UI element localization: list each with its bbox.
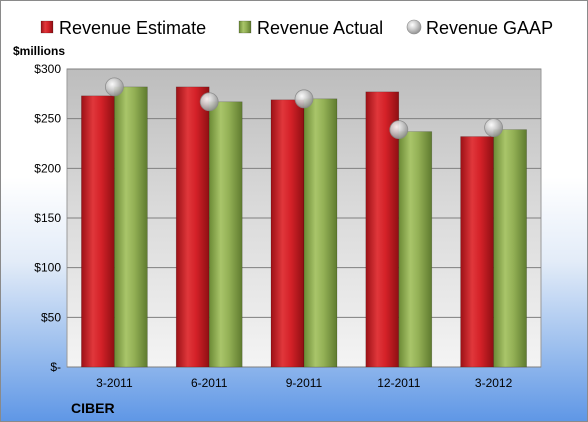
y-axis-ticks: $- $50 $100 $150 $200 $250 $300 xyxy=(34,62,61,374)
y-axis-unit-label: $millions xyxy=(13,44,65,58)
legend-swatch xyxy=(40,20,54,34)
bar-revenue-actual xyxy=(208,101,243,368)
bar-revenue-estimate xyxy=(460,136,494,368)
bar-revenue-estimate xyxy=(365,91,400,368)
y-tick-label: $- xyxy=(50,360,61,374)
bar-revenue-estimate xyxy=(81,95,115,368)
marker-revenue-gaap xyxy=(484,118,504,138)
marker-revenue-gaap xyxy=(105,77,124,97)
y-tick-label: $300 xyxy=(34,62,61,76)
bar-revenue-actual xyxy=(493,129,527,368)
y-tick-label: $200 xyxy=(34,161,61,175)
x-tick-label: 12-2011 xyxy=(377,376,420,390)
x-axis-ticks: 3-2011 6-2011 9-2011 12-2011 3-2012 xyxy=(96,376,512,390)
x-tick-label: 9-2011 xyxy=(286,376,323,390)
legend: Revenue Estimate Revenue Actual Revenue GA… xyxy=(40,18,553,38)
legend-label: Revenue Actual xyxy=(257,18,383,38)
bar-revenue-actual xyxy=(303,98,338,368)
y-tick-label: $150 xyxy=(34,211,61,225)
company-name: CIBER xyxy=(71,400,115,416)
legend-label: Revenue GAAP xyxy=(426,18,553,38)
bar-revenue-estimate xyxy=(270,99,305,368)
bar-revenue-actual xyxy=(114,86,148,368)
marker-revenue-gaap xyxy=(199,92,219,112)
x-tick-label: 6-2011 xyxy=(191,376,228,390)
gaap-markers xyxy=(105,77,504,139)
y-tick-label: $50 xyxy=(41,310,61,324)
y-tick-label: $250 xyxy=(34,112,61,126)
bar-revenue-actual xyxy=(398,131,433,368)
x-tick-label: 3-2011 xyxy=(96,376,133,390)
marker-revenue-gaap xyxy=(294,89,314,109)
y-tick-label: $100 xyxy=(34,261,61,275)
marker-revenue-gaap xyxy=(389,120,409,139)
legend-swatch xyxy=(238,20,252,34)
legend-swatch xyxy=(406,19,422,35)
legend-label: Revenue Estimate xyxy=(59,18,206,38)
bar-revenue-estimate xyxy=(175,86,210,368)
x-tick-label: 3-2012 xyxy=(475,376,513,390)
bars xyxy=(81,86,527,368)
